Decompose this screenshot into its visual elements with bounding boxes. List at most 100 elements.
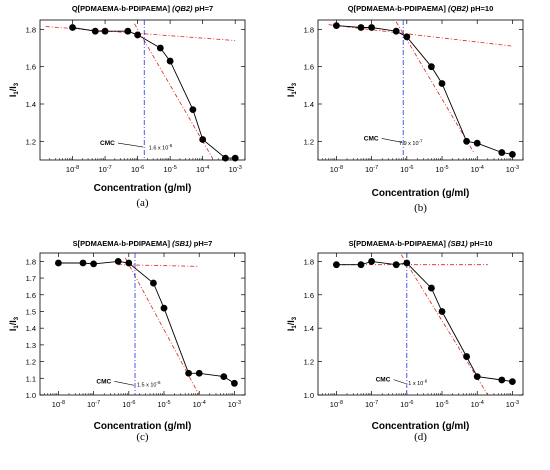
x-tick-label: 10-4 xyxy=(196,165,209,174)
x-tick-label: 10-7 xyxy=(365,165,378,174)
y-tick-label: 1.6 xyxy=(304,291,314,300)
x-tick-label: 10-8 xyxy=(66,165,79,174)
x-tick-label: 10-3 xyxy=(228,400,241,409)
fit-line-flat xyxy=(328,24,513,47)
x-tick-label: 10-7 xyxy=(98,165,111,174)
data-point xyxy=(357,261,365,269)
x-tick-label: 10-4 xyxy=(193,400,206,409)
y-tick-label: 1.6 xyxy=(304,63,314,72)
cmc-value: 1.6 x 10-6 xyxy=(149,143,173,152)
data-point xyxy=(185,369,193,377)
data-point xyxy=(79,259,87,267)
chart-title: S[PDMAEMA-b-PDIPAEMA] (SB1) pH=7 xyxy=(73,239,213,248)
x-tick-label: 10-5 xyxy=(164,165,177,174)
y-tick-label: 1.4 xyxy=(304,100,314,109)
series-line xyxy=(58,260,235,384)
series-line xyxy=(336,260,513,383)
x-tick-label: 10-4 xyxy=(471,165,484,174)
y-tick-label: 1.0 xyxy=(304,391,314,400)
x-tick-label: 10-3 xyxy=(506,165,519,174)
y-tick-label: 1.4 xyxy=(304,324,314,333)
data-point xyxy=(91,27,99,35)
y-tick-label: 1.0 xyxy=(26,391,36,400)
data-point xyxy=(55,259,62,267)
data-point xyxy=(231,154,239,162)
plot-frame xyxy=(39,19,246,161)
y-tick-label: 1.8 xyxy=(26,25,36,34)
x-tick-label: 10-6 xyxy=(400,400,413,409)
y-axis-label: I1/I3 xyxy=(286,316,298,331)
data-point xyxy=(199,136,207,143)
data-point xyxy=(463,353,471,360)
data-point xyxy=(222,154,229,162)
x-axis-label: Concentration (g/ml) xyxy=(94,183,192,194)
data-point xyxy=(473,139,481,147)
data-point xyxy=(166,57,174,65)
data-point xyxy=(90,260,98,268)
x-tick-label: 10-5 xyxy=(157,400,170,409)
panel-label: (d) xyxy=(414,431,427,443)
data-point xyxy=(498,149,506,156)
data-point xyxy=(428,284,435,292)
data-point xyxy=(463,137,471,145)
fit-line-steep xyxy=(134,23,213,159)
y-tick-label: 1.3 xyxy=(26,341,36,350)
data-point xyxy=(101,27,109,35)
chart-panel-3: 10-8 10-7 10-6 10-5 10-4 10-3 1.0 1.1 1.2 1.3 1.4 1… xyxy=(8,239,246,443)
series-line xyxy=(72,27,236,159)
panel-label: (c) xyxy=(136,431,149,443)
y-tick-label: 1.6 xyxy=(26,291,36,300)
data-point xyxy=(473,373,481,381)
data-point xyxy=(368,24,376,31)
data-point xyxy=(134,31,142,39)
data-point xyxy=(189,106,197,113)
data-point xyxy=(498,376,506,384)
data-point xyxy=(403,33,411,41)
x-tick-label: 10-7 xyxy=(87,400,100,409)
x-tick-label: 10-8 xyxy=(330,165,343,174)
data-point xyxy=(156,44,164,52)
data-point xyxy=(160,304,168,312)
y-tick-label: 1.8 xyxy=(26,257,36,266)
data-point xyxy=(509,151,516,158)
x-tick-label: 10-6 xyxy=(400,165,413,174)
y-tick-label: 1.6 xyxy=(26,63,36,72)
x-tick-label: 10-3 xyxy=(506,400,519,409)
data-point xyxy=(333,22,340,29)
chart-panel-4: 10-8 10-7 10-6 10-5 10-4 10-3 1.0 1.2 1.4 1.6 1.8 C… xyxy=(286,239,524,443)
data-point xyxy=(403,259,411,267)
cmc-arrow xyxy=(381,138,403,143)
cmc-label: CMC xyxy=(96,378,111,385)
data-point xyxy=(509,378,516,386)
data-point xyxy=(357,24,365,31)
cmc-label: CMC xyxy=(376,377,391,384)
data-point xyxy=(124,27,132,35)
cmc-label: CMC xyxy=(100,140,115,147)
data-point xyxy=(150,279,157,287)
cmc-label: CMC xyxy=(364,135,379,142)
y-axis-label: I1/I3 xyxy=(8,316,20,331)
panel-label: (b) xyxy=(414,202,427,214)
chart-panel-2: 10-8 10-7 10-6 10-5 10-4 10-3 1.2 1.4 1.6 1.8 CMC 7… xyxy=(286,4,524,214)
x-tick-label: 10-4 xyxy=(471,400,484,409)
data-point xyxy=(438,80,446,87)
x-tick-label: 10-8 xyxy=(52,400,65,409)
y-axis-label: I1/I3 xyxy=(286,82,298,97)
data-point xyxy=(392,261,400,269)
y-axis-label: I1/I3 xyxy=(8,82,20,97)
plot-frame xyxy=(317,252,524,396)
data-point xyxy=(368,257,376,265)
y-tick-label: 1.4 xyxy=(26,324,36,333)
x-tick-label: 10-5 xyxy=(435,400,448,409)
y-tick-label: 1.2 xyxy=(26,358,36,367)
data-point xyxy=(114,257,122,265)
y-tick-label: 1.2 xyxy=(304,358,314,367)
y-tick-label: 1.1 xyxy=(26,374,36,383)
cmc-value: 1 x 10-6 xyxy=(408,378,427,387)
cmc-arrow xyxy=(393,379,406,384)
x-tick-label: 10-5 xyxy=(435,165,448,174)
chart-title: Q[PDMAEMA-b-PDIPAEMA] (QB2) pH=10 xyxy=(348,4,494,13)
y-tick-label: 1.2 xyxy=(304,137,314,146)
data-point xyxy=(69,24,76,31)
